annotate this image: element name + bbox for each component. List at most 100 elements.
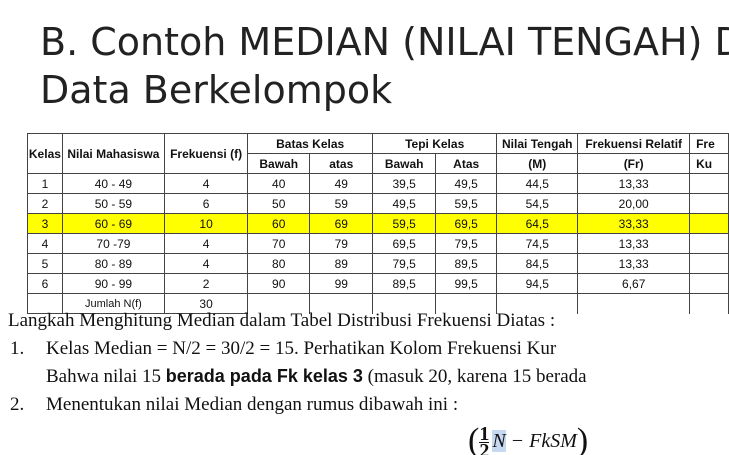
table-row: 1 40 - 49 4 40 49 39,5 49,5 44,5 13,33 [27, 173, 729, 194]
header-cell: Bawah [247, 153, 311, 174]
table-cell: 40 [247, 173, 311, 194]
table-cell: 3 [27, 213, 63, 234]
table-cell: 89,5 [372, 273, 437, 294]
header-cell: Kelas [27, 133, 63, 174]
table-cell: 54,5 [496, 193, 579, 214]
table-cell: 59 [309, 193, 374, 214]
header-cell: Ku [689, 153, 729, 174]
fraction-denominator: 2 [479, 439, 490, 455]
table-cell: 60 [247, 213, 311, 234]
text: (masuk 20, karena 15 berada [362, 366, 587, 387]
table-cell: 1 [27, 173, 63, 194]
table-row: 3 60 - 69 10 60 69 59,5 69,5 64,5 33,33 [27, 213, 729, 234]
table-cell: 74,5 [496, 233, 579, 254]
table-row: 6 90 - 99 2 90 99 89,5 99,5 94,5 6,67 [27, 273, 729, 294]
table-cell: 59,5 [435, 193, 498, 214]
table-cell: 94,5 [496, 273, 579, 294]
header-cell: Bawah [372, 153, 437, 174]
header-cell: Frekuensi (f) [164, 133, 249, 174]
table-body: 1 40 - 49 4 40 49 39,5 49,5 44,5 13,33 2 50 - 59 6 5… [27, 173, 729, 314]
title: Data Berkelompok [40, 68, 393, 112]
table-cell: 4 [164, 173, 249, 194]
table-cell: 89 [309, 253, 374, 274]
paragraph: Langkah Menghitung Median dalam Tabel Di… [8, 310, 556, 331]
list-item: Bahwa nilai 15 berada pada Fk kelas 3 (m… [46, 366, 587, 388]
table-cell: 64,5 [496, 213, 579, 234]
table-cell: 99 [309, 273, 374, 294]
header-cell: (Fr) [577, 153, 691, 174]
header-cell: Atas [435, 153, 498, 174]
table-cell: 20,00 [577, 193, 691, 214]
table-cell: 6,67 [577, 273, 691, 294]
table-cell [689, 193, 729, 214]
table-cell: 13,33 [577, 173, 691, 194]
table-cell: 4 [164, 233, 249, 254]
header-cell: Frekuensi Relatif [577, 133, 691, 154]
header-cell: Fre [689, 133, 729, 154]
table-row: 4 70 -79 4 70 79 69,5 79,5 74,5 13,33 [27, 233, 729, 254]
header-cell: Batas Kelas [247, 133, 374, 154]
table-cell [689, 233, 729, 254]
table-cell [689, 273, 729, 294]
table-cell: 69 [309, 213, 374, 234]
table-cell: 90 [247, 273, 311, 294]
table-cell [577, 293, 691, 314]
table-cell: 4 [27, 233, 63, 254]
table-cell: 80 [247, 253, 311, 274]
table-cell: 49 [309, 173, 374, 194]
table-cell: 84,5 [496, 253, 579, 274]
table-cell: 30 [164, 293, 249, 314]
table-cell: 13,33 [577, 233, 691, 254]
table-cell [689, 213, 729, 234]
table-cell: 4 [164, 253, 249, 274]
frequency-table: Kelas Nilai Mahasiswa Frekuensi (f) Bata… [27, 133, 729, 314]
table-cell [247, 293, 311, 314]
table-cell [689, 293, 729, 314]
table-cell [496, 293, 579, 314]
table-cell [689, 173, 729, 194]
table-cell: Jumlah N(f) [61, 293, 166, 314]
header-cell: Tepi Kelas [372, 133, 498, 154]
table-footer: Jumlah N(f) 30 [27, 293, 729, 314]
table-cell: 33,33 [577, 213, 691, 234]
table-cell: 39,5 [372, 173, 437, 194]
table-cell: 79,5 [435, 233, 498, 254]
table-cell: 69,5 [435, 213, 498, 234]
table-cell: 6 [27, 273, 63, 294]
table-cell: 79 [309, 233, 374, 254]
table-cell: 13,33 [577, 253, 691, 274]
title: B. Contoh MEDIAN (NILAI TENGAH) D [40, 20, 729, 64]
list-item: Menentukan nilai Median dengan rumus dib… [46, 394, 459, 415]
header-cell: atas [309, 153, 374, 174]
table-cell: 5 [27, 253, 63, 274]
table-cell: 44,5 [496, 173, 579, 194]
variable: N [492, 430, 506, 452]
header-cell: (M) [496, 153, 579, 174]
table-cell: 2 [27, 193, 63, 214]
table-cell [689, 253, 729, 274]
table-cell: 99,5 [435, 273, 498, 294]
table-cell: 70 -79 [61, 233, 166, 254]
table-cell: 2 [164, 273, 249, 294]
table-row: 5 80 - 89 4 80 89 79,5 89,5 84,5 13,33 [27, 253, 729, 274]
table-cell: 50 [247, 193, 311, 214]
table-cell: 6 [164, 193, 249, 214]
table-cell: 50 - 59 [61, 193, 166, 214]
list-number: 2. [10, 394, 25, 415]
fraction-numerator: 1 [479, 422, 490, 445]
table-cell: 49,5 [372, 193, 437, 214]
list-item: Kelas Median = N/2 = 30/2 = 15. Perhatik… [46, 338, 557, 359]
header-cell: Nilai Tengah [496, 133, 579, 154]
table-cell: 70 [247, 233, 311, 254]
formula-text: − FkSM [510, 430, 577, 452]
table-cell: 49,5 [435, 173, 498, 194]
table-cell: 59,5 [372, 213, 437, 234]
table-cell: 79,5 [372, 253, 437, 274]
list-number: 1. [10, 338, 25, 359]
bold-text: berada pada Fk kelas 3 [165, 366, 363, 386]
formula: (1 2 N − FkSM) [468, 418, 588, 455]
table-cell: 10 [164, 213, 249, 234]
table-row: 2 50 - 59 6 50 59 49,5 59,5 54,5 20,00 [27, 193, 729, 214]
table-cell: 69,5 [372, 233, 437, 254]
